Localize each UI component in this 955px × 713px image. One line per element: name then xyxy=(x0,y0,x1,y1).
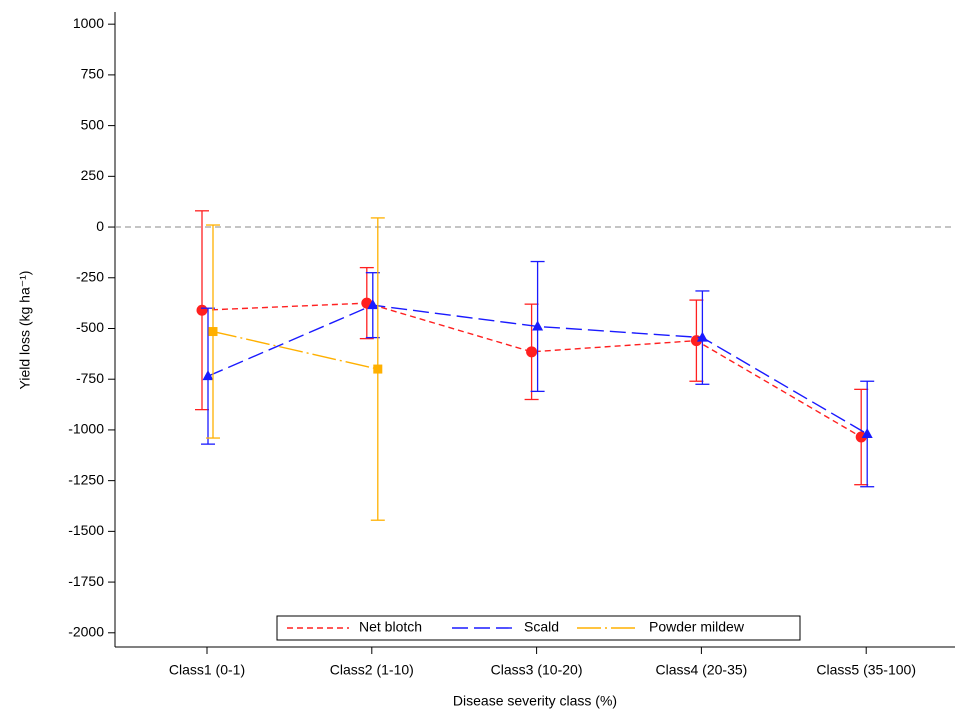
y-tick-label: 1000 xyxy=(73,15,104,31)
marker xyxy=(202,370,214,381)
y-tick-label: -1000 xyxy=(68,421,104,437)
x-tick-label: Class4 (20-35) xyxy=(655,662,747,678)
series-line xyxy=(201,302,862,438)
x-tick-label: Class3 (10-20) xyxy=(491,662,583,678)
marker xyxy=(208,327,218,337)
legend-box xyxy=(276,615,801,641)
legend-label: Scald xyxy=(524,619,559,635)
y-tick-label: -250 xyxy=(76,268,104,284)
marker xyxy=(532,320,544,331)
legend-label: Powder mildew xyxy=(649,619,745,635)
series-line xyxy=(212,330,378,370)
y-tick-label: -500 xyxy=(76,319,104,335)
y-tick-label: -1250 xyxy=(68,471,104,487)
y-tick-label: -1500 xyxy=(68,522,104,538)
x-tick-label: Class5 (35-100) xyxy=(816,662,916,678)
x-tick-label: Class2 (1-10) xyxy=(330,662,414,678)
marker xyxy=(696,331,708,342)
y-tick-label: -1750 xyxy=(68,573,104,589)
marker xyxy=(367,299,379,310)
y-tick-label: 500 xyxy=(81,116,105,132)
y-tick-label: 0 xyxy=(96,218,104,234)
legend-label: Net blotch xyxy=(359,619,422,635)
x-tick-label: Class1 (0-1) xyxy=(169,662,245,678)
y-tick-label: 750 xyxy=(81,66,105,82)
x-axis-label: Disease severity class (%) xyxy=(453,693,617,709)
marker xyxy=(373,364,383,374)
y-tick-label: -750 xyxy=(76,370,104,386)
marker xyxy=(526,346,538,358)
marker xyxy=(196,304,208,316)
y-tick-label: -2000 xyxy=(68,624,104,640)
marker xyxy=(861,427,873,438)
y-axis-label: Yield loss (kg ha⁻¹) xyxy=(17,271,33,390)
y-tick-label: 250 xyxy=(81,167,105,183)
